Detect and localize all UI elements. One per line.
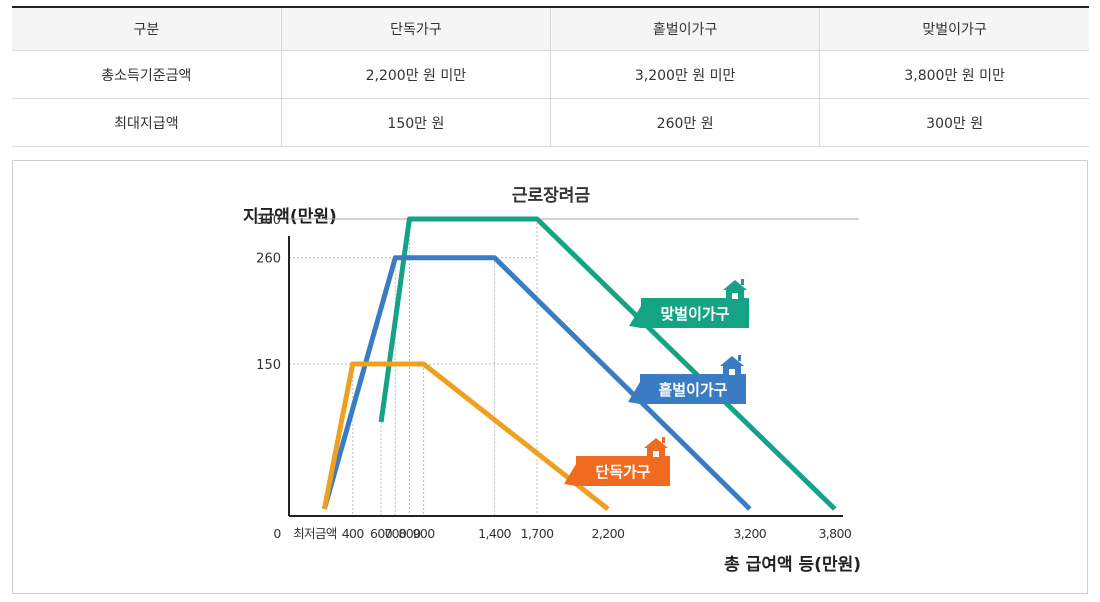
x-tick-label: 3,200 bbox=[733, 526, 766, 541]
callout-box bbox=[576, 456, 670, 486]
series-line bbox=[321, 361, 610, 511]
benefit-chart: 근로장려금 지급액(만원) 총 급여액 등(만원) 150 260 300 0 최저금… bbox=[243, 186, 861, 575]
callout-pointer bbox=[564, 464, 576, 486]
y-tick-label: 300 bbox=[256, 213, 281, 228]
table-row: 총소득기준금액 2,200만 원 미만 3,200만 원 미만 3,800만 원… bbox=[12, 50, 1089, 99]
series-callout: 맞벌이가구 bbox=[629, 279, 749, 328]
x-tick-label: 최저금액 bbox=[293, 526, 337, 541]
x-axis-title: 총 급여액 등(만원) bbox=[724, 555, 861, 575]
header-cell: 구분 bbox=[12, 6, 282, 51]
table-cell: 3,800만 원 미만 bbox=[819, 50, 1089, 99]
y-axis-title: 지급액(만원) bbox=[243, 207, 337, 227]
callout-label: 홑벌이가구 bbox=[658, 381, 727, 399]
house-icon bbox=[720, 355, 744, 379]
table-cell: 2,200만 원 미만 bbox=[280, 50, 551, 99]
table-cell: 260만 원 bbox=[549, 98, 820, 147]
x-tick-label: 400 bbox=[342, 526, 365, 541]
callout-box bbox=[640, 374, 746, 404]
summary-table: 구분 단독가구 홑벌이가구 맞벌이가구 총소득기준금액 2,200만 원 미만 … bbox=[12, 6, 1089, 147]
table-header-row: 구분 단독가구 홑벌이가구 맞벌이가구 bbox=[12, 6, 1089, 51]
house-icon bbox=[723, 279, 747, 303]
callout-pointer bbox=[628, 382, 640, 404]
house-icon bbox=[644, 437, 668, 461]
x-tick-label: 3,800 bbox=[818, 526, 851, 541]
table-cell: 3,200만 원 미만 bbox=[549, 50, 820, 99]
x-tick-label: 900 bbox=[413, 526, 436, 541]
header-cell: 단독가구 bbox=[280, 6, 551, 51]
chart-panel: 근로장려금 지급액(만원) 총 급여액 등(만원) 150 260 300 0 최저금… bbox=[12, 160, 1088, 594]
x-tick-label: 600 bbox=[370, 526, 393, 541]
series-callout: 홑벌이가구 bbox=[628, 355, 746, 404]
x-tick-label: 800 bbox=[398, 526, 421, 541]
table-cell: 150만 원 bbox=[280, 98, 551, 147]
callout-pointer bbox=[629, 306, 641, 328]
header-cell: 맞벌이가구 bbox=[819, 6, 1089, 51]
row-label: 최대지급액 bbox=[12, 98, 282, 147]
series-callout: 단독가구 bbox=[564, 437, 670, 486]
y-tick-label: 150 bbox=[256, 358, 281, 373]
row-label: 총소득기준금액 bbox=[12, 50, 282, 99]
x-tick-label: 1,700 bbox=[521, 526, 554, 541]
header-cell: 홑벌이가구 bbox=[549, 6, 820, 51]
callout-label: 단독가구 bbox=[595, 463, 650, 481]
series-line bbox=[378, 216, 837, 511]
table-cell: 300만 원 bbox=[819, 98, 1089, 147]
x-tick-label: 2,200 bbox=[592, 526, 625, 541]
x-tick-label: 0 bbox=[273, 526, 281, 541]
y-tick-label: 260 bbox=[256, 252, 281, 267]
x-tick-label: 700 bbox=[384, 526, 407, 541]
table-row: 최대지급액 150만 원 260만 원 300만 원 bbox=[12, 98, 1089, 147]
chart-title: 근로장려금 bbox=[512, 186, 591, 206]
callout-box bbox=[641, 298, 749, 328]
series-line bbox=[321, 255, 752, 511]
x-tick-label: 1,400 bbox=[478, 526, 511, 541]
callout-label: 맞벌이가구 bbox=[660, 305, 729, 323]
